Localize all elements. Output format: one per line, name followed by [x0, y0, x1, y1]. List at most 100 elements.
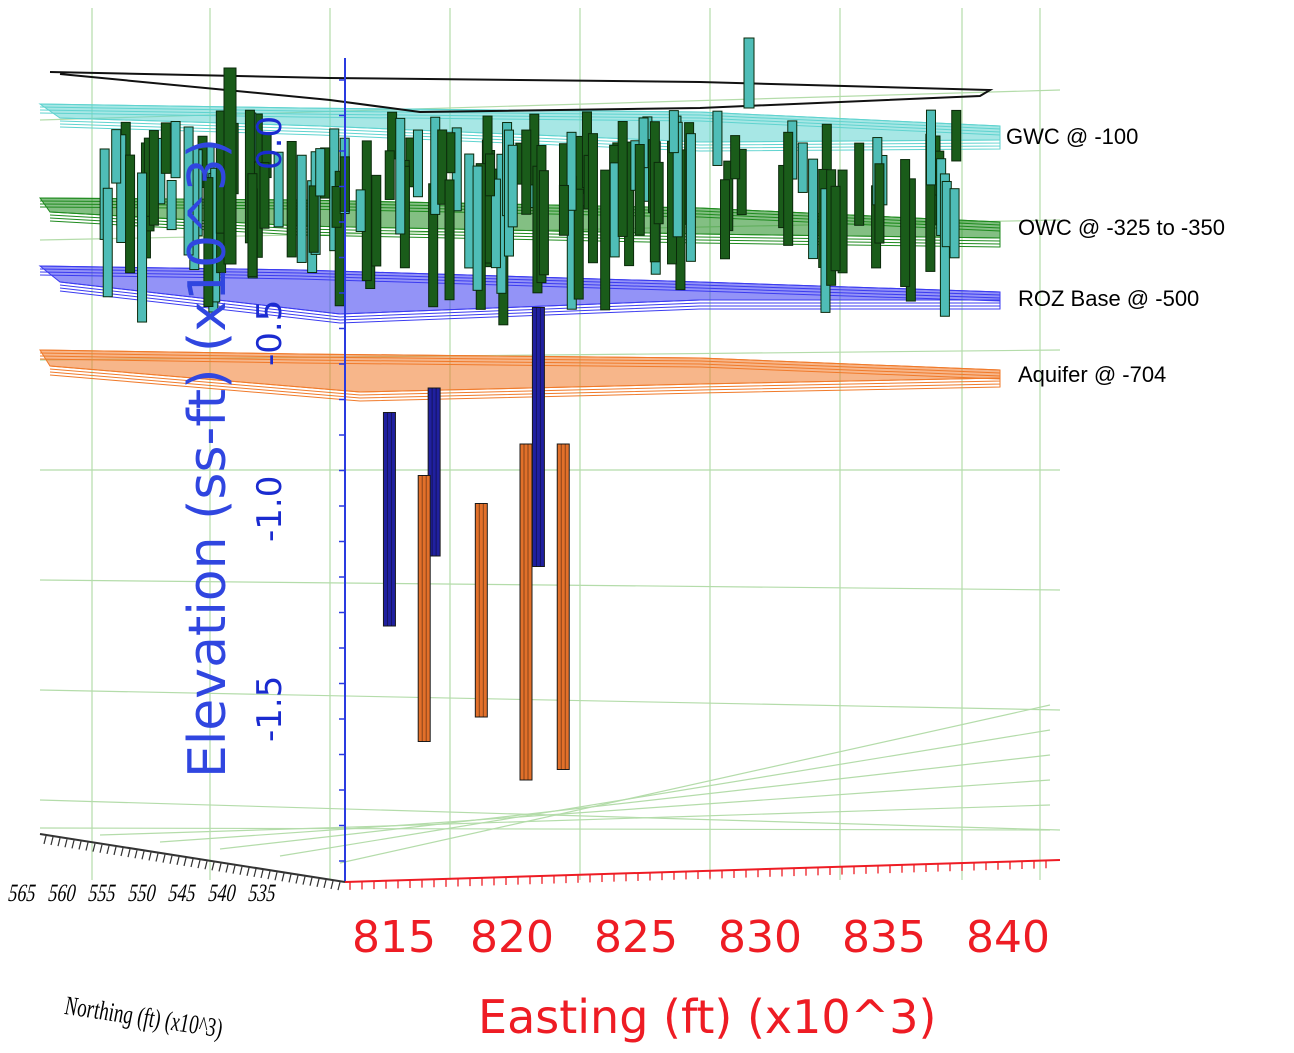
- shallow-well: [720, 179, 731, 260]
- shallow-well: [331, 186, 342, 228]
- northing-axis-tick: [162, 854, 166, 863]
- northing-tick-565: 565: [7, 880, 37, 907]
- shallow-well: [743, 37, 755, 109]
- shallow-well: [951, 109, 962, 162]
- shallow-well: [166, 179, 177, 231]
- northing-axis-tick: [225, 864, 229, 873]
- northing-axis-tick: [43, 835, 47, 845]
- shallow-well: [925, 109, 936, 186]
- northing-axis-tick: [197, 859, 201, 869]
- shallow-well: [223, 67, 237, 265]
- shallow-well: [137, 172, 148, 323]
- shallow-well: [830, 185, 841, 272]
- shallow-well: [538, 170, 549, 276]
- northing-axis-tick: [71, 840, 75, 849]
- shallow-well: [685, 133, 696, 262]
- northing-axis-tick: [78, 841, 82, 850]
- shallow-well: [783, 131, 794, 246]
- shallow-well: [736, 148, 747, 216]
- easting-tick-835: 835: [842, 912, 926, 963]
- easting-tick-830: 830: [718, 912, 802, 963]
- northing-axis-tick: [148, 852, 152, 861]
- northing-axis-tick: [330, 880, 334, 890]
- shallow-well: [286, 140, 297, 258]
- shallow-well: [808, 158, 819, 260]
- shallow-well: [558, 184, 569, 236]
- northing-axis-tick: [120, 847, 124, 857]
- deep-well-6: [519, 443, 533, 781]
- shallow-well: [464, 153, 475, 269]
- shallow-well: [445, 132, 456, 174]
- surface-label-owc: OWC @ -325 to -350: [1018, 215, 1225, 240]
- northing-axis-tick: [316, 878, 320, 887]
- grid-hline: [39, 579, 1061, 591]
- shallow-well: [797, 142, 808, 193]
- gwc-surface-edge: [39, 112, 1001, 152]
- northing-axis-tick: [113, 846, 117, 856]
- shallow-well: [874, 163, 885, 244]
- shallow-well: [273, 151, 284, 228]
- shallow-well: [315, 148, 326, 197]
- northing-axis-tick: [232, 865, 236, 874]
- shallow-well: [617, 120, 628, 237]
- northing-axis-tick: [288, 874, 292, 883]
- northing-tick-535: 535: [247, 880, 277, 907]
- elevation-tick-neg1-5: -1.5: [250, 675, 290, 742]
- surfaces-layer: [38, 71, 1001, 402]
- northing-axis-tick: [155, 853, 159, 862]
- shallow-well: [485, 153, 496, 197]
- elevation-tick-neg0-5: -0.5: [250, 299, 290, 366]
- northing-axis-tick: [134, 850, 138, 859]
- shallow-well: [600, 169, 611, 311]
- shallow-well: [371, 174, 382, 267]
- easting-tick-815: 815: [352, 912, 436, 963]
- easting-tick-825: 825: [594, 912, 678, 963]
- northing-tick-555: 555: [87, 880, 117, 907]
- elevation-tick-neg1-0: -1.0: [250, 475, 290, 542]
- deep-well-7: [556, 443, 570, 770]
- surface-label-roz: ROZ Base @ -500: [1018, 286, 1200, 311]
- shallow-well: [653, 161, 664, 225]
- surface-label-gwc: GWC @ -100: [1006, 124, 1139, 149]
- northing-axis-tick: [141, 851, 145, 860]
- shallow-well: [102, 187, 113, 298]
- shallow-well: [148, 130, 159, 226]
- shallow-well: [308, 185, 319, 253]
- grid-floor-line: [99, 804, 1051, 836]
- shallow-well: [125, 154, 136, 274]
- grid-floor-line: [219, 754, 1051, 850]
- shallow-well: [384, 150, 395, 200]
- shallow-well: [521, 129, 532, 215]
- shallow-well: [247, 173, 258, 278]
- northing-axis-tick: [337, 881, 341, 891]
- shallow-well: [296, 154, 307, 263]
- northing-axis-tick: [281, 873, 285, 882]
- grid-floor-line: [39, 827, 1051, 831]
- shallow-well: [573, 188, 584, 300]
- shallow-well: [949, 188, 960, 259]
- shallow-well: [634, 144, 645, 236]
- grid-floor-line: [339, 704, 1051, 864]
- northing-axis-tick: [57, 837, 61, 847]
- shallow-well: [395, 117, 406, 235]
- shallow-well: [412, 129, 423, 198]
- northing-tick-560: 560: [47, 880, 77, 907]
- shallow-well: [111, 129, 122, 184]
- deep-well-5: [474, 503, 488, 718]
- shallow-well: [259, 162, 270, 229]
- northing-axis-tick: [253, 868, 257, 878]
- shallow-well: [854, 142, 865, 226]
- northing-axis-tick: [50, 836, 54, 846]
- axes-layer: [39, 58, 1061, 891]
- northing-axis-tick: [295, 875, 299, 884]
- shallow-well: [355, 189, 366, 232]
- northing-tick-540: 540: [207, 880, 237, 907]
- aquifer-surface-edge: [39, 358, 1001, 402]
- easting-axis-line: [344, 859, 1061, 883]
- northing-axis-tick: [267, 870, 271, 880]
- shallow-well: [712, 110, 723, 166]
- shallow-well: [668, 110, 679, 154]
- elevation-axis-title: Elevation (ss-ft) (x10^3): [178, 137, 238, 778]
- shallow-well: [437, 129, 448, 205]
- northing-axis-tick: [106, 845, 110, 854]
